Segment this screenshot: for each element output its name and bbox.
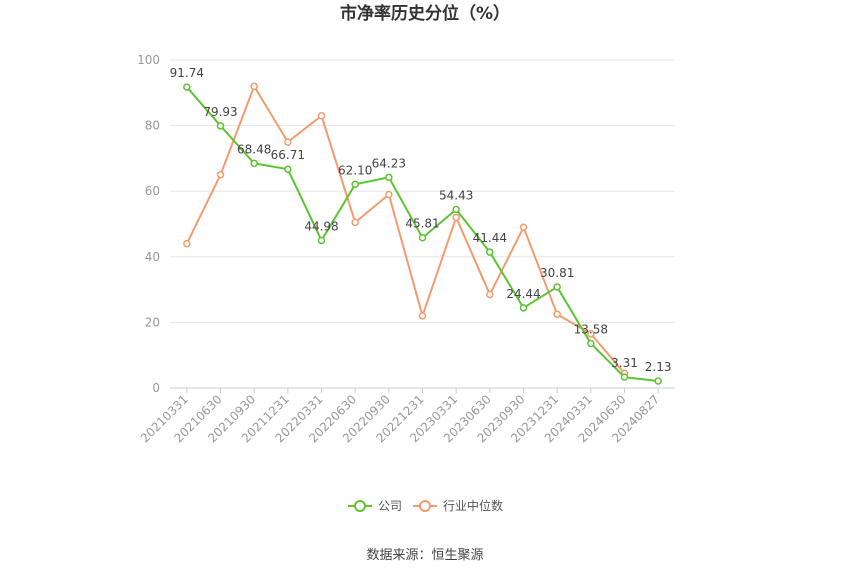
point-industry-20230331 (452, 213, 460, 222)
data-label-company-20231231: 30.81 (540, 266, 574, 280)
series-line-industry (185, 85, 626, 374)
point-industry-20221231 (418, 312, 427, 320)
legend-label-industry: 行业中位数 (443, 498, 503, 513)
chart-title: 市净率历史分位（%） (340, 3, 510, 24)
point-company-20230331 (452, 205, 460, 214)
data-label-company-20230930: 24.44 (506, 287, 540, 301)
point-industry-20210930 (250, 82, 258, 90)
data-label-company-20240827: 2.13 (645, 360, 672, 374)
point-company-20210930 (250, 159, 258, 168)
legend-marker-industry (419, 500, 431, 512)
point-industry-20220331 (317, 112, 326, 120)
point-industry-20240331 (587, 330, 595, 338)
x-axis: 2021033120210630202109302021123120220331… (138, 387, 675, 445)
data-label-company-20220630: 62.10 (338, 163, 372, 177)
data-label-company-20220930: 64.23 (372, 156, 406, 170)
y-axis: 0 20 40 60 80 100 (137, 53, 160, 395)
data-label-company-20221231: 45.81 (405, 217, 439, 231)
point-industry-20230930 (519, 223, 528, 232)
y-tick-label-60: 60 (145, 184, 160, 198)
point-company-20220630 (351, 180, 359, 189)
series-layer (183, 82, 662, 385)
data-label-company-20230630: 41.44 (473, 231, 507, 245)
point-industry-20211231 (284, 138, 292, 146)
legend-item-industry[interactable]: 行业中位数 (413, 498, 503, 513)
data-label-company-20210630: 79.93 (203, 105, 237, 119)
point-company-20210331 (183, 83, 191, 91)
data-label-company-20240331: 13.58 (574, 322, 608, 336)
point-company-20240630 (620, 373, 629, 381)
point-industry-20230630 (486, 290, 494, 299)
point-company-20230630 (486, 248, 494, 256)
y-tick-label-0: 0 (152, 381, 160, 395)
y-tick-label-20: 20 (145, 315, 160, 329)
y-tick-label-100: 100 (137, 53, 160, 67)
point-company-20220930 (385, 173, 393, 182)
data-label-company-20210331: 91.74 (170, 66, 204, 80)
point-industry-20220630 (351, 218, 359, 227)
data-label-company-20240630: 3.31 (611, 356, 638, 370)
data-label-company-20210930: 68.48 (237, 142, 271, 156)
grid (170, 59, 675, 323)
data-label-company-20220331: 44.98 (304, 219, 338, 233)
legend-item-company[interactable]: 公司 (348, 499, 402, 513)
point-company-20211231 (284, 165, 292, 173)
point-company-20210630 (216, 122, 225, 130)
legend-label-company: 公司 (378, 499, 402, 513)
source-note: 数据来源：恒生聚源 (366, 548, 483, 563)
point-company-20231231 (553, 283, 561, 291)
legend: 公司 行业中位数 (348, 498, 503, 513)
point-industry-20210630 (216, 171, 225, 179)
point-company-20240827 (654, 377, 662, 385)
point-company-20230930 (519, 304, 528, 312)
data-labels: 91.74 79.93 68.48 66.71 44.98 62.10 64.23 45.81… (170, 66, 672, 374)
y-tick-label-40: 40 (145, 250, 160, 264)
data-label-company-20230331: 54.43 (439, 188, 473, 202)
data-label-company-20211231: 66.71 (271, 148, 305, 162)
y-tick-label-80: 80 (145, 119, 160, 133)
point-industry-20231231 (553, 310, 561, 318)
point-industry-20210331 (183, 239, 191, 248)
legend-marker-company (354, 500, 366, 512)
point-company-20240331 (587, 339, 595, 348)
point-industry-20220930 (385, 190, 393, 199)
point-company-20221231 (418, 233, 427, 242)
point-company-20220331 (317, 236, 326, 245)
